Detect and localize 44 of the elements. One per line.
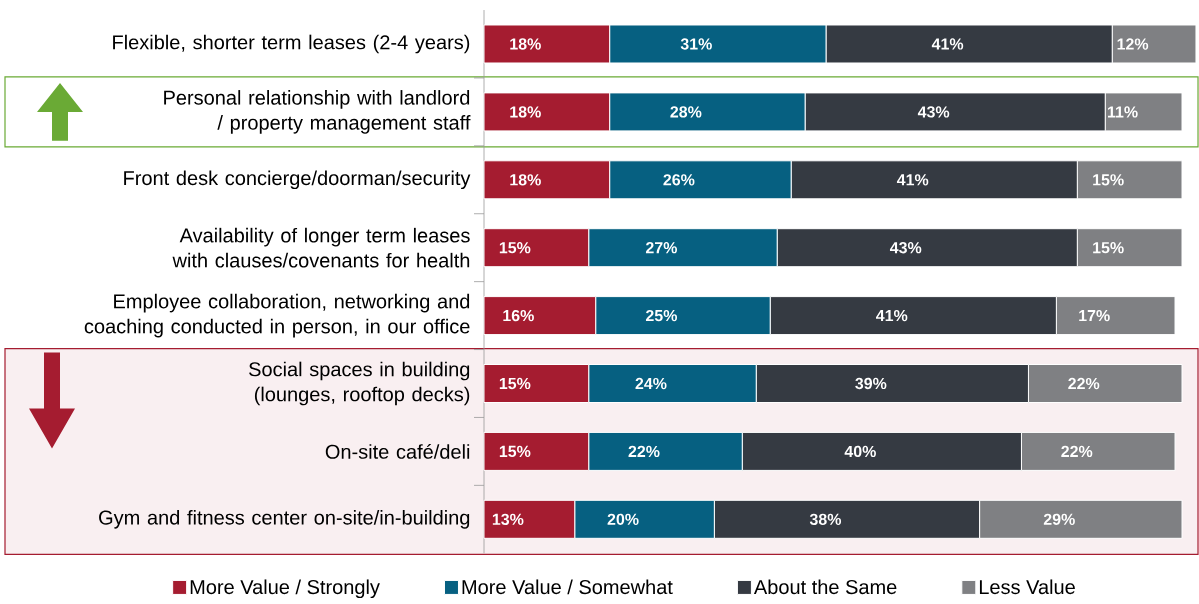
- data-label: 15%: [499, 445, 531, 458]
- y-tick-label: On-site café/deli: [325, 443, 470, 459]
- legend-label: More Value / Somewhat: [462, 579, 673, 595]
- data-label: 18%: [510, 174, 541, 186]
- data-label: 15%: [1093, 174, 1124, 186]
- data-label: 11%: [1107, 106, 1138, 118]
- data-label: 25%: [645, 309, 678, 322]
- data-label: 22%: [628, 445, 660, 458]
- data-label: 17%: [1079, 309, 1110, 322]
- data-label: 22%: [1061, 445, 1093, 458]
- data-label: 15%: [499, 377, 531, 390]
- legend-label: About the Same: [753, 579, 897, 595]
- y-tick-label: Employee collaboration, networking and coaching conducted in person, in our office: [84, 293, 470, 338]
- data-label: 41%: [931, 38, 964, 50]
- data-label: 16%: [503, 309, 534, 322]
- data-label: 18%: [510, 38, 541, 50]
- data-label: 22%: [1068, 377, 1100, 390]
- data-label: 43%: [889, 242, 922, 254]
- legend-label: Less Value: [979, 579, 1075, 595]
- y-tick-label: Availability of longer term leases with clauses/covenants for health: [172, 227, 470, 268]
- data-label: 40%: [844, 445, 876, 458]
- data-label: 24%: [635, 377, 667, 390]
- data-label: 20%: [607, 513, 639, 525]
- data-label: 18%: [510, 106, 541, 118]
- legend-label: More Value / Strongly: [190, 579, 380, 599]
- y-tick-label: Flexible, shorter term leases (2-4 years): [113, 34, 470, 54]
- data-label: 15%: [499, 242, 531, 254]
- data-label: 41%: [876, 309, 908, 322]
- data-label: 39%: [855, 377, 887, 390]
- y-tick-label: Social spaces in building (lounges, rooftop decks): [249, 361, 470, 406]
- data-label: 15%: [1093, 242, 1124, 254]
- data-label: 31%: [680, 38, 712, 50]
- data-label: 29%: [1043, 513, 1075, 525]
- data-label: 43%: [917, 106, 950, 118]
- y-tick-label: Gym and fitness center on-site/in-building: [99, 509, 470, 529]
- y-tick-label: Personal relationship with landlord / property management staff: [164, 90, 471, 134]
- y-tick-label: Front desk concierge/doorman/security: [124, 170, 471, 190]
- data-label: 27%: [645, 242, 678, 254]
- data-label: 12%: [1117, 38, 1149, 50]
- data-label: 13%: [492, 513, 524, 525]
- data-label: 38%: [809, 513, 842, 525]
- data-label: 26%: [663, 174, 695, 186]
- data-label: 41%: [896, 174, 929, 186]
- data-label: 28%: [670, 106, 702, 118]
